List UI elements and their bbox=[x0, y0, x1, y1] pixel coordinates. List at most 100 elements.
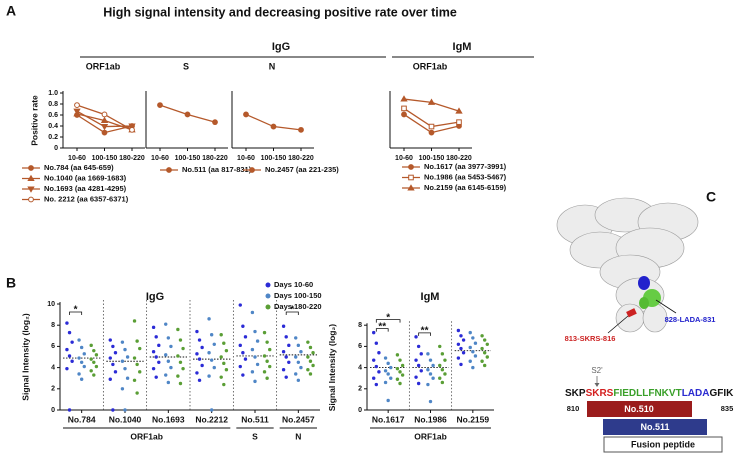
point bbox=[128, 123, 136, 130]
legend-label: No.784 (aa 645-659) bbox=[44, 163, 114, 172]
point bbox=[238, 364, 242, 369]
point bbox=[111, 362, 115, 367]
residue-number: 835 bbox=[721, 404, 734, 413]
y-tick-label: 4 bbox=[358, 364, 362, 371]
point bbox=[166, 336, 171, 340]
point bbox=[265, 340, 269, 344]
point bbox=[400, 95, 408, 102]
point bbox=[238, 343, 242, 348]
point bbox=[395, 366, 400, 371]
point bbox=[212, 342, 216, 346]
point bbox=[89, 343, 93, 348]
point bbox=[100, 124, 109, 131]
point bbox=[111, 408, 115, 412]
point bbox=[209, 358, 214, 362]
point bbox=[427, 98, 436, 105]
y-tick-label: 2 bbox=[358, 386, 362, 393]
site-pointer bbox=[655, 299, 677, 314]
point bbox=[219, 375, 223, 379]
y-tick-label: 6 bbox=[51, 343, 55, 350]
x-tick-label: 10-60 bbox=[395, 155, 413, 162]
significance-label: * bbox=[386, 312, 390, 323]
point bbox=[135, 339, 139, 343]
site-label: 813-SKRS-816 bbox=[565, 334, 616, 343]
point bbox=[401, 105, 407, 112]
point bbox=[438, 344, 442, 349]
sequence-segment: SKRS bbox=[586, 388, 614, 399]
significance-label: * bbox=[74, 305, 78, 316]
group-label: ORF1ab bbox=[414, 431, 447, 441]
point bbox=[473, 341, 478, 345]
point bbox=[383, 356, 388, 360]
point bbox=[455, 107, 463, 114]
point bbox=[419, 352, 423, 356]
point bbox=[253, 329, 257, 334]
y-tick-label: 6 bbox=[358, 343, 362, 350]
y-tick-label: 0.6 bbox=[48, 112, 58, 119]
panel-label: C bbox=[706, 189, 716, 205]
point bbox=[284, 335, 288, 339]
point bbox=[281, 350, 286, 354]
point bbox=[123, 366, 127, 371]
x-tick-label: No.1693 bbox=[152, 414, 185, 424]
point bbox=[178, 360, 183, 364]
point bbox=[471, 365, 475, 370]
point bbox=[125, 355, 130, 359]
legend-marker bbox=[265, 282, 271, 288]
point bbox=[482, 351, 487, 355]
legend-label: No.2159 (aa 6145-6159) bbox=[424, 183, 507, 192]
site-label: 828-LADA-831 bbox=[665, 315, 716, 324]
point bbox=[306, 340, 310, 344]
cleavage-label: S2' bbox=[591, 366, 603, 375]
point bbox=[468, 359, 472, 363]
x-tick-label: 180-220 bbox=[202, 155, 228, 162]
point bbox=[311, 351, 315, 355]
point bbox=[480, 346, 484, 351]
significance-bracket bbox=[285, 311, 299, 315]
point bbox=[207, 374, 211, 378]
point bbox=[287, 360, 291, 364]
y-tick-label: 0.4 bbox=[48, 123, 58, 130]
point bbox=[428, 358, 433, 362]
point bbox=[222, 361, 226, 366]
point bbox=[108, 356, 112, 360]
point bbox=[426, 382, 430, 387]
point bbox=[395, 377, 400, 381]
point bbox=[70, 359, 74, 363]
sequence-segment: GFIK bbox=[709, 388, 734, 399]
x-tick-label: 100-150 bbox=[419, 155, 445, 162]
chart-title: IgG bbox=[146, 291, 164, 303]
point bbox=[485, 355, 489, 359]
point bbox=[241, 351, 245, 355]
point bbox=[200, 345, 204, 350]
point bbox=[428, 399, 433, 404]
point bbox=[169, 344, 173, 349]
point bbox=[138, 370, 142, 374]
point bbox=[113, 370, 118, 374]
point bbox=[372, 358, 376, 362]
point bbox=[94, 353, 99, 357]
x-tick-label: 180-220 bbox=[288, 155, 314, 162]
point bbox=[207, 351, 211, 355]
point bbox=[120, 340, 125, 344]
point bbox=[438, 376, 442, 380]
legend-marker bbox=[265, 293, 271, 299]
significance-label: * bbox=[290, 305, 294, 316]
significance-label: ** bbox=[421, 326, 429, 337]
legend-marker bbox=[249, 167, 255, 173]
point bbox=[120, 387, 125, 391]
point bbox=[176, 327, 180, 332]
site-pointer bbox=[607, 315, 629, 334]
legend-label: Days 180-220 bbox=[274, 302, 322, 311]
y-tick-label: 4 bbox=[51, 364, 55, 371]
point bbox=[77, 338, 81, 342]
y-tick-label: 0.8 bbox=[48, 101, 58, 108]
point bbox=[386, 372, 390, 376]
point bbox=[471, 350, 475, 354]
significance-bracket bbox=[375, 328, 389, 332]
x-tick-label: No.1986 bbox=[414, 414, 447, 424]
legend-label: No.511 (aa 817-831) bbox=[182, 165, 252, 174]
y-tick-label: 0 bbox=[51, 407, 55, 414]
